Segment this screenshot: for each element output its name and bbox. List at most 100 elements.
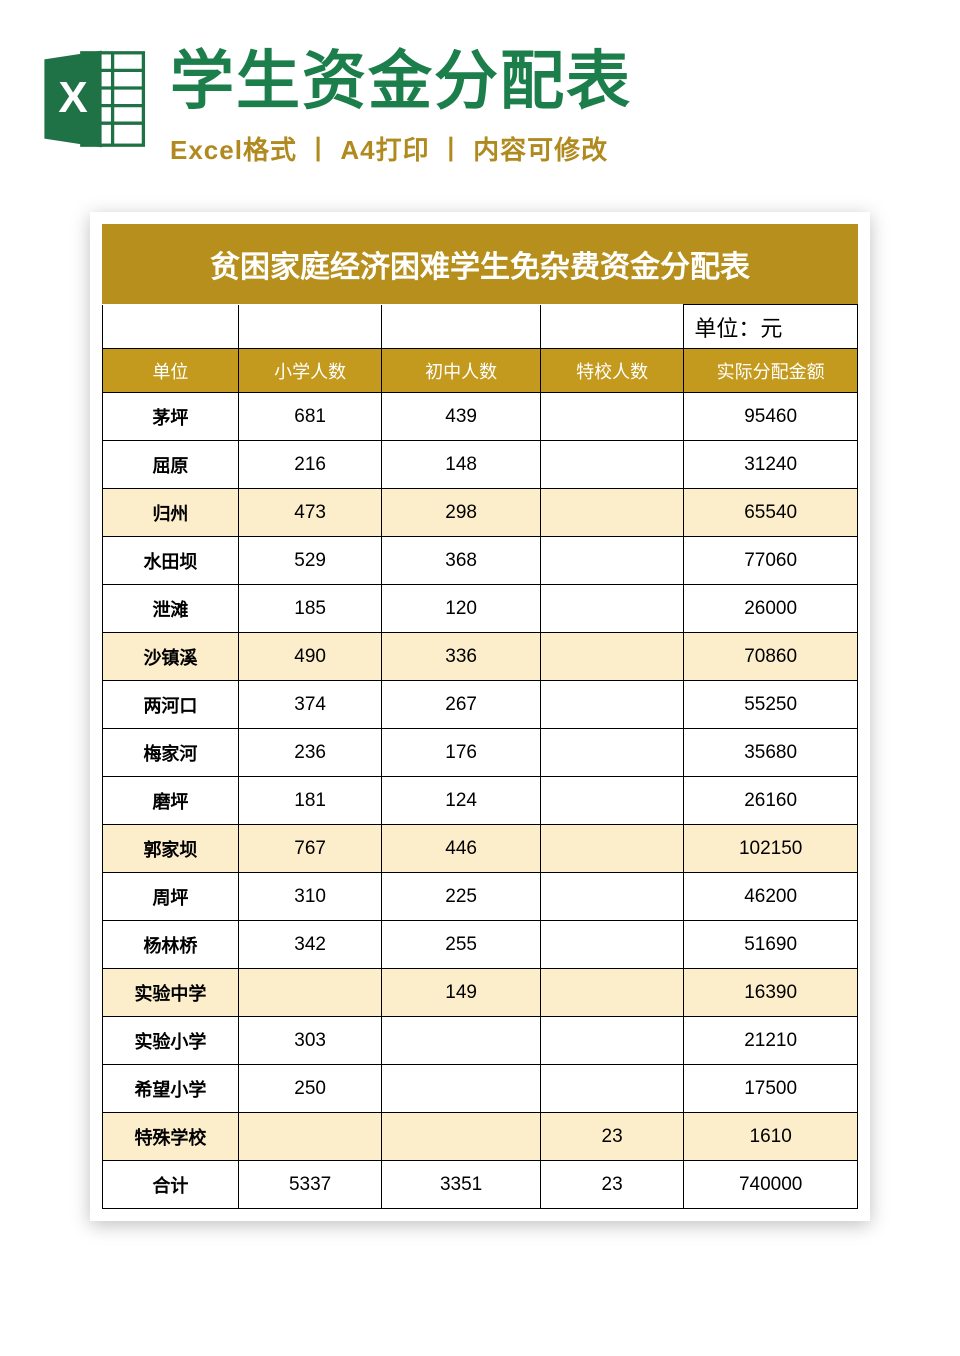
unit-cell: 茅坪 <box>103 393 239 441</box>
col-header-middle: 初中人数 <box>382 349 541 393</box>
amount-cell: 26000 <box>684 585 858 633</box>
primary-count-cell: 342 <box>238 921 381 969</box>
table-row: 沙镇溪490336 70860 <box>103 633 858 681</box>
primary-count-cell: 216 <box>238 441 381 489</box>
table-row: 泄滩18512026000 <box>103 585 858 633</box>
svg-text:X: X <box>58 73 87 122</box>
middle-count-cell: 124 <box>382 777 541 825</box>
unit-cell: 周坪 <box>103 873 239 921</box>
special-count-cell <box>540 393 683 441</box>
header-row: 单位 小学人数 初中人数 特校人数 实际分配金额 <box>103 349 858 393</box>
main-title: 学生资金分配表 <box>170 30 920 122</box>
amount-cell: 55250 <box>684 681 858 729</box>
special-count-cell <box>540 969 683 1017</box>
special-count-cell <box>540 1065 683 1113</box>
amount-cell: 31240 <box>684 441 858 489</box>
table-row: 两河口374267 55250 <box>103 681 858 729</box>
special-count-cell <box>540 777 683 825</box>
middle-count-cell: 148 <box>382 441 541 489</box>
blank-cell <box>103 305 239 349</box>
amount-cell: 102150 <box>684 825 858 873</box>
amount-cell: 21210 <box>684 1017 858 1065</box>
special-count-cell <box>540 1017 683 1065</box>
primary-count-cell: 310 <box>238 873 381 921</box>
special-count-cell <box>540 441 683 489</box>
middle-count-cell <box>382 1065 541 1113</box>
blank-cell <box>238 305 381 349</box>
unit-cell: 郭家坝 <box>103 825 239 873</box>
unit-cell: 屈原 <box>103 441 239 489</box>
amount-cell: 17500 <box>684 1065 858 1113</box>
special-count-cell <box>540 681 683 729</box>
amount-cell: 16390 <box>684 969 858 1017</box>
table-row: 屈原216148 31240 <box>103 441 858 489</box>
middle-count-cell: 120 <box>382 585 541 633</box>
special-count-cell <box>540 489 683 537</box>
table-row: 郭家坝767446102150 <box>103 825 858 873</box>
special-count-cell <box>540 633 683 681</box>
primary-count-cell: 236 <box>238 729 381 777</box>
primary-count-cell: 303 <box>238 1017 381 1065</box>
middle-count-cell: 267 <box>382 681 541 729</box>
unit-cell: 实验中学 <box>103 969 239 1017</box>
table-row: 希望小学25017500 <box>103 1065 858 1113</box>
table-row: 周坪310225 46200 <box>103 873 858 921</box>
unit-cell: 磨坪 <box>103 777 239 825</box>
col-header-amount: 实际分配金额 <box>684 349 858 393</box>
middle-count-cell: 439 <box>382 393 541 441</box>
unit-cell: 泄滩 <box>103 585 239 633</box>
table-row: 实验中学14916390 <box>103 969 858 1017</box>
primary-count-cell <box>238 969 381 1017</box>
special-count-cell <box>540 825 683 873</box>
special-count-cell: 23 <box>540 1161 683 1209</box>
excel-icon: X <box>40 44 150 154</box>
amount-cell: 26160 <box>684 777 858 825</box>
primary-count-cell: 681 <box>238 393 381 441</box>
special-count-cell <box>540 537 683 585</box>
primary-count-cell: 473 <box>238 489 381 537</box>
amount-cell: 51690 <box>684 921 858 969</box>
amount-cell: 65540 <box>684 489 858 537</box>
primary-count-cell: 5337 <box>238 1161 381 1209</box>
middle-count-cell: 255 <box>382 921 541 969</box>
unit-cell: 两河口 <box>103 681 239 729</box>
middle-count-cell <box>382 1113 541 1161</box>
sheet-title: 贫困家庭经济困难学生免杂费资金分配表 <box>102 224 858 304</box>
amount-cell: 46200 <box>684 873 858 921</box>
middle-count-cell: 368 <box>382 537 541 585</box>
amount-cell: 77060 <box>684 537 858 585</box>
special-count-cell <box>540 921 683 969</box>
table-row: 实验小学303 21210 <box>103 1017 858 1065</box>
middle-count-cell <box>382 1017 541 1065</box>
primary-count-cell: 374 <box>238 681 381 729</box>
blank-cell <box>540 305 683 349</box>
primary-count-cell: 490 <box>238 633 381 681</box>
table-row: 磨坪18112426160 <box>103 777 858 825</box>
special-count-cell <box>540 729 683 777</box>
table-row: 水田坝52936877060 <box>103 537 858 585</box>
unit-row: 单位：元 <box>103 305 858 349</box>
middle-count-cell: 298 <box>382 489 541 537</box>
table-row: 合计5337335123740000 <box>103 1161 858 1209</box>
amount-cell: 740000 <box>684 1161 858 1209</box>
amount-cell: 95460 <box>684 393 858 441</box>
middle-count-cell: 336 <box>382 633 541 681</box>
unit-cell: 特殊学校 <box>103 1113 239 1161</box>
table-row: 梅家河23617635680 <box>103 729 858 777</box>
unit-cell: 实验小学 <box>103 1017 239 1065</box>
middle-count-cell: 3351 <box>382 1161 541 1209</box>
unit-cell: 沙镇溪 <box>103 633 239 681</box>
middle-count-cell: 225 <box>382 873 541 921</box>
table-row: 杨林桥342255 51690 <box>103 921 858 969</box>
unit-cell: 希望小学 <box>103 1065 239 1113</box>
unit-cell: 合计 <box>103 1161 239 1209</box>
amount-cell: 1610 <box>684 1113 858 1161</box>
header-text: 学生资金分配表 Excel格式 丨 A4打印 丨 内容可修改 <box>170 30 920 167</box>
unit-cell: 梅家河 <box>103 729 239 777</box>
unit-cell: 杨林桥 <box>103 921 239 969</box>
unit-cell: 归州 <box>103 489 239 537</box>
col-header-primary: 小学人数 <box>238 349 381 393</box>
table-row: 归州473298 65540 <box>103 489 858 537</box>
amount-cell: 70860 <box>684 633 858 681</box>
special-count-cell: 23 <box>540 1113 683 1161</box>
